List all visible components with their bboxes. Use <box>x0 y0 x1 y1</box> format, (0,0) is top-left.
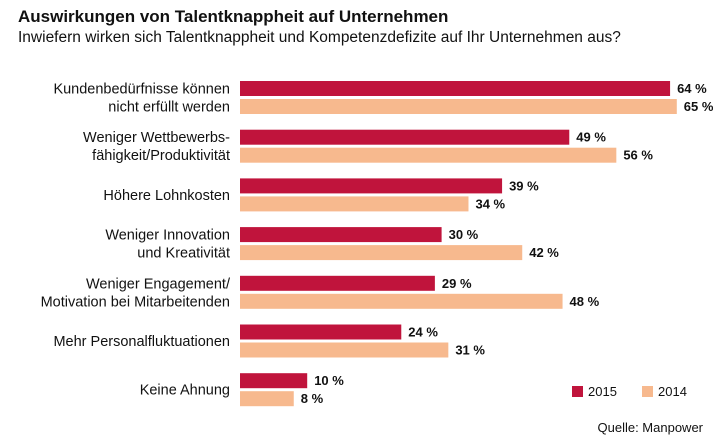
legend-swatch-2015 <box>572 386 583 397</box>
category-label: Weniger Wettbewerbs- <box>83 130 230 146</box>
category-label: Motivation bei Mitarbeitenden <box>41 294 230 310</box>
data-label-2015: 10 % <box>314 373 344 388</box>
category-label: Weniger Innovation <box>105 228 230 244</box>
legend-label-2015: 2015 <box>588 384 617 399</box>
bar-2015 <box>240 227 442 243</box>
legend-swatch-2014 <box>642 386 653 397</box>
source-note: Quelle: Manpower <box>597 420 704 435</box>
bar-2015 <box>240 324 402 340</box>
data-label-2014: 48 % <box>570 294 600 309</box>
bar-2014 <box>240 342 449 358</box>
bar-2014 <box>240 245 523 261</box>
data-label-2014: 31 % <box>455 343 485 358</box>
category-label: nicht erfüllt werden <box>108 100 230 116</box>
bar-2014 <box>240 99 677 114</box>
chart-subtitle: Inwiefern wirken sich Talentknappheit un… <box>18 29 621 46</box>
bar-2014 <box>240 147 617 163</box>
data-label-2014: 56 % <box>623 148 653 163</box>
bar-2014 <box>240 196 469 212</box>
category-label: und Kreativität <box>137 246 230 262</box>
bar-2015 <box>240 373 308 389</box>
data-label-2014: 34 % <box>475 196 505 211</box>
bar-2015 <box>240 129 570 145</box>
legend-item-2015: 2015 <box>572 384 617 399</box>
data-label-2014: 8 % <box>301 391 324 406</box>
bar-2015 <box>240 275 435 291</box>
chart-title: Auswirkungen von Talentknappheit auf Unt… <box>18 7 449 26</box>
data-label-2015: 29 % <box>442 276 472 291</box>
bar-2014 <box>240 293 563 309</box>
category-label: Mehr Personalfluktuationen <box>53 334 230 350</box>
data-label-2014: 42 % <box>529 245 559 260</box>
category-label: Weniger Engagement/ <box>86 276 231 292</box>
data-label-2015: 49 % <box>576 130 606 145</box>
legend-label-2014: 2014 <box>658 384 687 399</box>
bar-2014 <box>240 391 294 407</box>
data-label-2015: 30 % <box>449 227 479 242</box>
category-label: Höhere Lohnkosten <box>103 188 230 204</box>
category-label: Keine Ahnung <box>140 383 230 399</box>
category-label: fähigkeit/Produktivität <box>92 148 230 164</box>
data-label-2015: 64 % <box>677 81 707 96</box>
legend-item-2014: 2014 <box>642 384 687 399</box>
bar-2015 <box>240 81 671 96</box>
data-label-2015: 39 % <box>509 178 539 193</box>
category-label: Kundenbedürfnisse können <box>53 82 230 98</box>
bar-2015 <box>240 178 503 194</box>
data-label-2015: 24 % <box>408 325 438 340</box>
data-label-2014: 65 % <box>684 99 713 114</box>
